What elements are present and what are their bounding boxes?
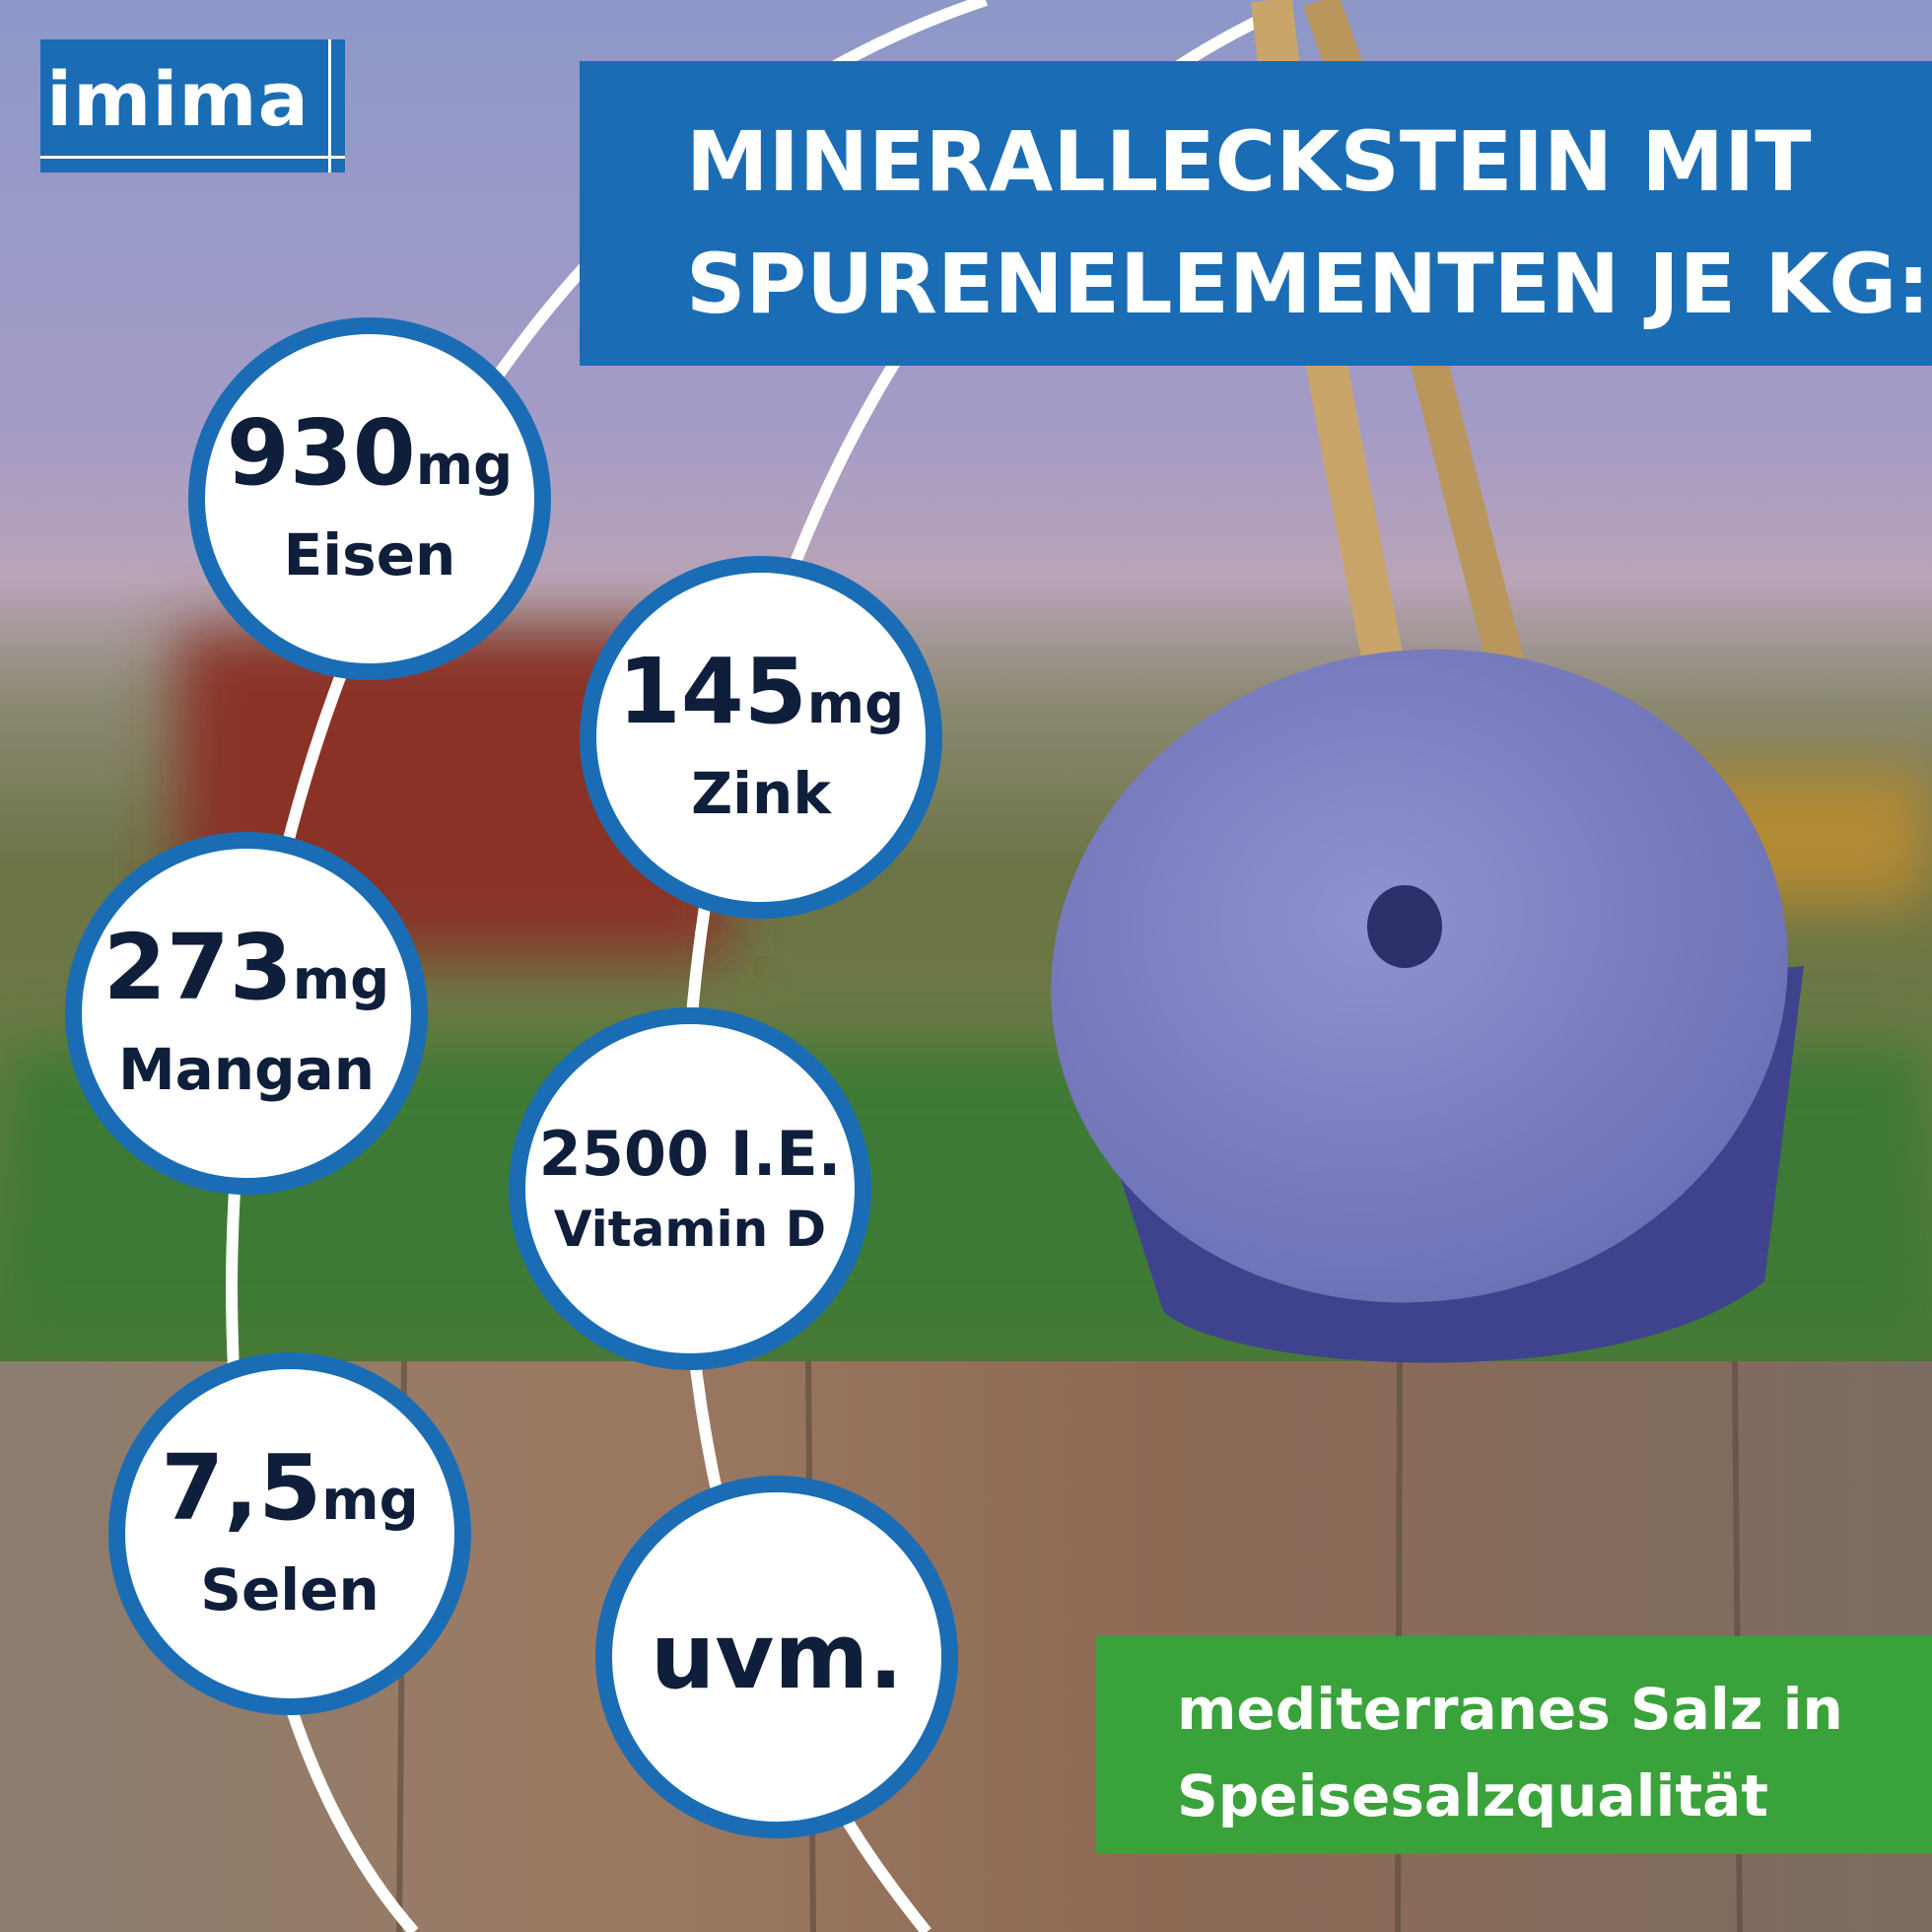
- badge: 930mg Eisen: [188, 317, 551, 680]
- badge-unit: mg: [415, 433, 514, 498]
- badge-value: 145: [617, 638, 807, 744]
- badge-unit: mg: [321, 1468, 419, 1533]
- badge: 273mg Mangan: [65, 832, 428, 1195]
- badge-value-row: 7,5mg: [161, 1438, 419, 1551]
- badge-value: 7,5: [161, 1434, 322, 1541]
- badge-label: Zink: [691, 759, 831, 827]
- note-box: mediterranes Salz in Speisesalzqualität: [1096, 1636, 1932, 1854]
- badge: 2500 I.E. Vitamin D: [509, 1007, 871, 1370]
- badge-label: Mangan: [117, 1035, 376, 1103]
- badge: 145mg Zink: [580, 556, 942, 919]
- badge-value: uvm.: [650, 1604, 904, 1709]
- note-line: Speisesalzqualität: [1177, 1762, 1768, 1829]
- badge: 7,5mg Selen: [108, 1352, 471, 1715]
- badge-unit: mg: [292, 947, 390, 1012]
- badge: uvm.: [595, 1476, 958, 1838]
- badge-value-row: 145mg: [618, 642, 905, 754]
- badge-label: Selen: [200, 1555, 380, 1623]
- title-box: MINERALLECKSTEIN MIT SPURENELEMENTEN JE …: [580, 61, 1932, 366]
- badge-value: 2500 I.E.: [538, 1118, 842, 1190]
- badge-value: 930: [226, 399, 416, 506]
- badge-label: Eisen: [283, 520, 456, 588]
- title-line: MINERALLECKSTEIN MIT: [686, 113, 1812, 210]
- badge-value-row: 930mg: [227, 403, 514, 516]
- logo: imima: [40, 39, 345, 172]
- title-line: SPURENELEMENTEN JE KG:: [686, 236, 1930, 332]
- badge-unit: mg: [806, 671, 905, 736]
- badge-value: 273: [103, 914, 293, 1020]
- brand: imima: [46, 55, 310, 143]
- badge-value-row: 273mg: [104, 918, 390, 1030]
- note-line: mediterranes Salz in: [1177, 1676, 1843, 1743]
- badge-label: Vitamin D: [553, 1201, 827, 1258]
- badge-value-row: 2500 I.E.: [539, 1114, 842, 1195]
- badge-value-row: uvm.: [651, 1608, 903, 1706]
